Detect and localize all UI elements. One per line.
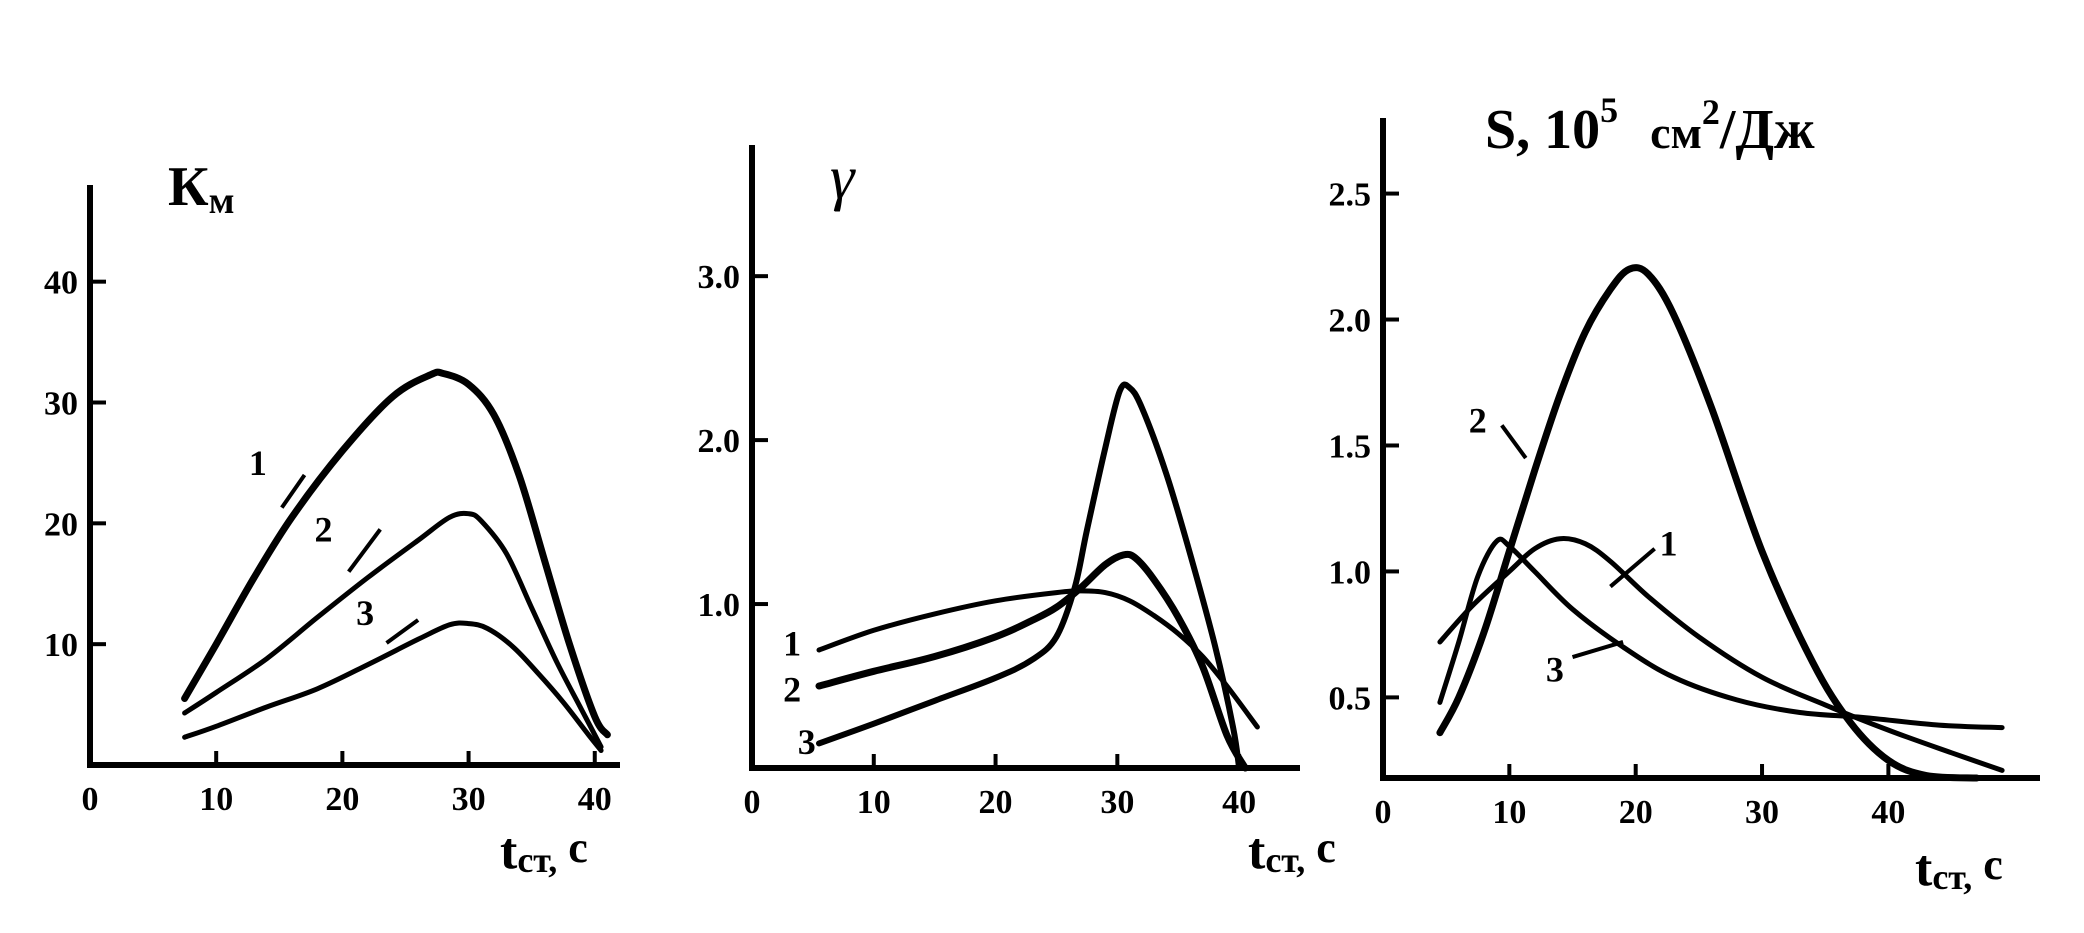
series-2-line <box>182 510 604 750</box>
y-tick-label: 2.5 <box>1329 177 1372 214</box>
x-tick-label: 0 <box>82 781 99 818</box>
y-tick-label: 1.5 <box>1329 428 1372 465</box>
series-2-label: 2 <box>1469 400 1487 440</box>
x-tick-label: 20 <box>325 781 359 818</box>
y-tick-label: 20 <box>44 506 78 543</box>
y-tick-label: 1.0 <box>1329 554 1372 591</box>
x-tick-label: 0 <box>1375 794 1392 831</box>
x-tick-label: 10 <box>1492 794 1526 831</box>
x-tick-label: 10 <box>857 784 891 821</box>
series-2-line <box>815 550 1249 772</box>
chart-km: 0 10 20 30 40 10 20 30 40 1 2 3 Км tст, с <box>44 156 620 880</box>
series-1-label: 1 <box>249 443 267 483</box>
y-tick-label: 40 <box>44 265 78 302</box>
series-3-line <box>816 381 1243 771</box>
y-tick-label: 3.0 <box>698 259 741 296</box>
series-1-line <box>816 588 1260 730</box>
y-tick-label: 0.5 <box>1329 680 1372 717</box>
chart-title: γ <box>830 144 856 212</box>
y-tick-label: 2.0 <box>698 423 741 460</box>
chart-title: S, 105 см2/Дж <box>1485 90 1815 161</box>
series-3-line <box>1437 536 2005 731</box>
x-tick-label: 10 <box>199 781 233 818</box>
series-3-leader <box>385 618 420 645</box>
chart-gamma: 0 10 20 30 40 1.0 2.0 3.0 1 2 3 γ tст, с <box>698 144 1336 880</box>
x-axis-label: tст, с <box>1915 840 2003 897</box>
x-tick-label: 20 <box>979 784 1013 821</box>
chart-sensitivity: 0 10 20 30 40 0.5 1.0 1.5 2.0 2.5 1 2 3 S, 105 см2/Дж… <box>1329 90 2040 897</box>
x-tick-label: 30 <box>1100 784 1134 821</box>
y-tick-label: 10 <box>44 627 78 664</box>
x-tick-label: 40 <box>578 781 612 818</box>
x-axis-label: tст, с <box>1248 823 1336 880</box>
x-tick-label: 20 <box>1619 794 1653 831</box>
x-tick-label: 30 <box>1745 794 1779 831</box>
series-2-line <box>1436 264 1981 782</box>
series-3-label: 3 <box>798 722 816 762</box>
y-tick-label: 2.0 <box>1329 303 1372 340</box>
series-1-leader <box>1609 547 1656 589</box>
series-3-leader <box>1571 640 1624 660</box>
series-1-line <box>1437 536 2005 773</box>
y-tick-label: 30 <box>44 386 78 423</box>
x-axis-label: tст, с <box>500 823 588 880</box>
series-1-line <box>181 368 611 739</box>
series-1-label: 1 <box>1660 524 1678 564</box>
x-tick-label: 40 <box>1222 784 1256 821</box>
series-3-line <box>182 620 604 753</box>
x-tick-label: 30 <box>452 781 486 818</box>
series-3-label: 3 <box>356 593 374 633</box>
x-tick-label: 40 <box>1871 794 1905 831</box>
series-2-leader <box>1500 424 1528 460</box>
y-tick-label: 1.0 <box>698 587 741 624</box>
series-2-label: 2 <box>783 669 801 709</box>
series-1-leader <box>280 473 307 509</box>
x-tick-label: 0 <box>744 784 761 821</box>
series-2-label: 2 <box>314 509 332 549</box>
chart-title: Км <box>168 156 235 222</box>
series-2-leader <box>347 528 382 573</box>
series-3-label: 3 <box>1546 650 1564 690</box>
series-1-label: 1 <box>783 623 801 663</box>
